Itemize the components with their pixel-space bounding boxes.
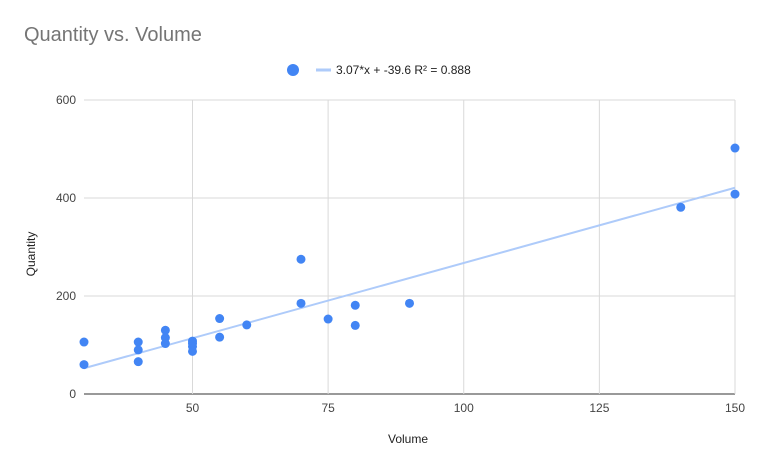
x-tick-label: 125 (589, 401, 609, 415)
trendline-layer (83, 186, 736, 370)
trendline (83, 186, 736, 370)
grid-lines (84, 99, 736, 395)
data-point (160, 325, 170, 335)
legend: 3.07*x + -39.6 R² = 0.888 (287, 63, 471, 77)
y-axis-ticks: 0 200 400 600 (56, 93, 76, 401)
legend-series-marker (287, 64, 299, 76)
y-tick-label: 200 (56, 289, 76, 303)
x-axis-ticks: 50 75 100 125 150 (186, 401, 746, 415)
y-axis-title: Quantity (24, 232, 38, 277)
y-tick-label: 600 (56, 93, 76, 107)
x-tick-label: 100 (454, 401, 474, 415)
data-point (242, 320, 252, 330)
data-point (215, 314, 225, 324)
x-tick-label: 50 (186, 401, 200, 415)
data-point (79, 337, 89, 347)
data-point (323, 314, 333, 324)
x-tick-label: 75 (321, 401, 335, 415)
data-point (133, 337, 143, 347)
data-point (133, 345, 143, 355)
y-tick-label: 400 (56, 191, 76, 205)
data-points (79, 143, 740, 370)
legend-trendline-label: 3.07*x + -39.6 R² = 0.888 (336, 63, 471, 77)
chart-title: Quantity vs. Volume (24, 24, 202, 46)
data-point (160, 339, 170, 349)
data-point (79, 360, 89, 370)
y-tick-label: 0 (69, 387, 76, 401)
data-point (188, 346, 197, 356)
data-point (296, 254, 306, 264)
data-point (133, 357, 143, 367)
data-point (730, 189, 740, 199)
x-axis-title: Volume (388, 432, 428, 446)
data-point (350, 300, 360, 310)
data-point (405, 298, 414, 308)
data-point (730, 143, 740, 153)
data-point (296, 298, 306, 308)
data-point (215, 332, 225, 342)
data-point (676, 202, 686, 212)
data-point (350, 320, 360, 330)
x-tick-label: 150 (725, 401, 745, 415)
